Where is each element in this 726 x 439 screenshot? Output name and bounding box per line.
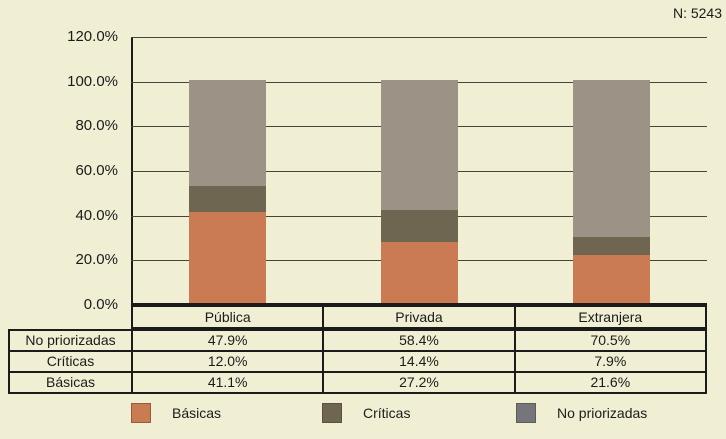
x-axis-line (131, 303, 707, 305)
legend-item-basicas: Básicas (131, 402, 221, 423)
category-header-extranjera: Extranjera (513, 307, 705, 327)
sample-size-label: N: 5243 (672, 5, 722, 21)
plot-area (131, 37, 707, 305)
table-cell: 70.5% (513, 331, 705, 350)
category-header-publica: Pública (204, 309, 251, 325)
legend-swatch-criticas (322, 402, 342, 423)
stacked-bar-extranjera (572, 79, 650, 303)
legend-item-criticas: Críticas (322, 402, 410, 423)
bar-segment-críticas (381, 210, 458, 243)
y-axis-tick-label: 20.0% (75, 251, 118, 269)
table-row-label: Críticas (10, 352, 133, 371)
category-header-row: Pública Privada Extranjera (131, 305, 707, 329)
bar-segment-críticas (572, 237, 650, 255)
bar-segment-no-priorizadas (381, 79, 458, 211)
table-cell: 14.4% (322, 352, 513, 371)
legend-label-basicas: Básicas (172, 404, 222, 421)
bar-segment-no-priorizadas (189, 79, 266, 186)
legend-item-no-priorizadas: No priorizadas (516, 402, 647, 423)
stacked-bar-pública (189, 79, 266, 303)
y-axis-tick-label: 120.0% (67, 28, 118, 45)
legend-swatch-no-priorizadas (516, 402, 536, 423)
gridline (131, 37, 707, 38)
table-row-criticas: Críticas 12.0% 14.4% 7.9% (10, 350, 705, 371)
y-axis-tick-label: 80.0% (75, 117, 118, 135)
y-axis-tick-label: 0.0% (83, 296, 118, 313)
legend-swatch-basicas (131, 402, 151, 423)
table-cell: 27.2% (322, 373, 513, 392)
table-cell: 41.1% (207, 374, 248, 390)
table-row-label: No priorizadas (10, 331, 133, 350)
table-row-basicas: Básicas 41.1% 27.2% 21.6% (10, 371, 705, 392)
legend-label-criticas: Críticas (363, 404, 411, 421)
y-axis-tick-label: 100.0% (67, 72, 118, 90)
category-header-privada: Privada (322, 307, 513, 327)
bar-segment-críticas (189, 185, 266, 213)
table-cell: 58.4% (322, 331, 513, 350)
data-table: No priorizadas 47.9% 58.4% 70.5% Crítica… (8, 329, 707, 394)
bar-segment-básicas (189, 212, 266, 303)
table-row-no-priorizadas: No priorizadas 47.9% 58.4% 70.5% (10, 331, 705, 350)
table-cell: 47.9% (207, 332, 248, 348)
bar-segment-básicas (381, 242, 458, 303)
table-row-label: Básicas (10, 373, 133, 392)
legend-label-no-priorizadas: No priorizadas (557, 404, 648, 421)
table-cell: 21.6% (513, 373, 705, 392)
table-cell: 12.0% (207, 353, 248, 369)
y-axis-tick-label: 60.0% (75, 162, 118, 179)
y-axis-tick-label: 40.0% (75, 206, 118, 224)
y-axis-line (131, 37, 133, 307)
table-cell: 7.9% (513, 352, 705, 371)
stacked-bar-privada (381, 79, 458, 303)
bar-segment-no-priorizadas (572, 79, 650, 238)
bar-segment-básicas (572, 254, 650, 303)
